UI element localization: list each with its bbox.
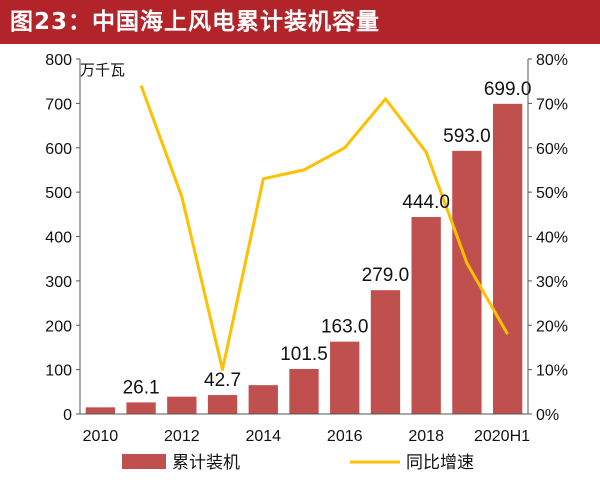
bar-2020H1 (492, 103, 523, 414)
y-right-tick-label: 20% (536, 318, 568, 335)
data-labels: 26.1 42.7 101.5 163.0 279.0 444.0 593.0 699.0 (123, 79, 532, 399)
bar-2011 (126, 402, 156, 414)
data-label-2016: 163.0 (321, 317, 369, 338)
data-label-2019: 593.0 (443, 126, 491, 147)
x-tick-label: 2016 (327, 428, 363, 445)
data-label-2015: 101.5 (280, 344, 328, 365)
bar-2014 (248, 385, 278, 414)
unit-label: 万千瓦 (80, 61, 125, 79)
y-right-tick-label: 70% (536, 96, 568, 113)
y-left-tick-label: 800 (45, 52, 72, 69)
title-bar: 图23：中国海上风电累计装机容量 (0, 0, 600, 44)
chart-title: 图23：中国海上风电累计装机容量 (10, 9, 381, 35)
legend: 累计装机 同比增速 (122, 453, 474, 473)
data-label-2020H1: 699.0 (484, 79, 532, 100)
data-label-2017: 279.0 (362, 265, 410, 286)
bar-2016 (330, 341, 360, 414)
y-left-tick-label: 300 (45, 274, 72, 291)
bar-series (85, 103, 523, 414)
bar-2018 (411, 216, 441, 414)
y-right-tick-label: 10% (536, 363, 568, 380)
y-right-tick-label: 80% (536, 52, 568, 69)
bar-2010 (85, 407, 116, 414)
data-label-2018: 444.0 (402, 192, 450, 213)
x-tick-label: 2018 (408, 428, 444, 445)
bar-2015 (289, 368, 319, 414)
data-label-2013: 42.7 (204, 370, 241, 391)
line-series (139, 85, 509, 372)
y-right-tick-label: 30% (536, 274, 568, 291)
y-left-tick-label: 100 (45, 363, 72, 380)
y-right-tick-label: 40% (536, 230, 568, 247)
x-tick-label: 2010 (83, 428, 119, 445)
bar-2012 (167, 396, 197, 414)
y-right-tick-label: 0% (536, 407, 559, 424)
y-left-tick-label: 500 (45, 185, 72, 202)
data-label-2011: 26.1 (123, 377, 160, 398)
legend-line-label: 同比增速 (406, 453, 474, 473)
y-right-tick-label: 50% (536, 185, 568, 202)
legend-bar-swatch (122, 454, 166, 469)
y-left-tick-label: 600 (45, 141, 72, 158)
bar-2017 (370, 290, 401, 414)
y-left-tick-label: 400 (45, 230, 72, 247)
x-tick-label: 2020H1 (474, 428, 530, 445)
legend-bar-label: 累计装机 (172, 453, 240, 473)
y-left-tick-label: 0 (63, 407, 72, 424)
line-growth-rate (139, 85, 509, 372)
x-tick-label: 2012 (164, 428, 200, 445)
y-right-tick-label: 60% (536, 141, 568, 158)
y-left-tick-label: 200 (45, 318, 72, 335)
x-tick-label: 2014 (245, 428, 281, 445)
bar-2013 (207, 395, 238, 414)
y-left-tick-label: 700 (45, 96, 72, 113)
axes: 0 100 200 300 400 500 600 700 800 0% 10% 20% 30% 40% 5… (45, 52, 568, 445)
